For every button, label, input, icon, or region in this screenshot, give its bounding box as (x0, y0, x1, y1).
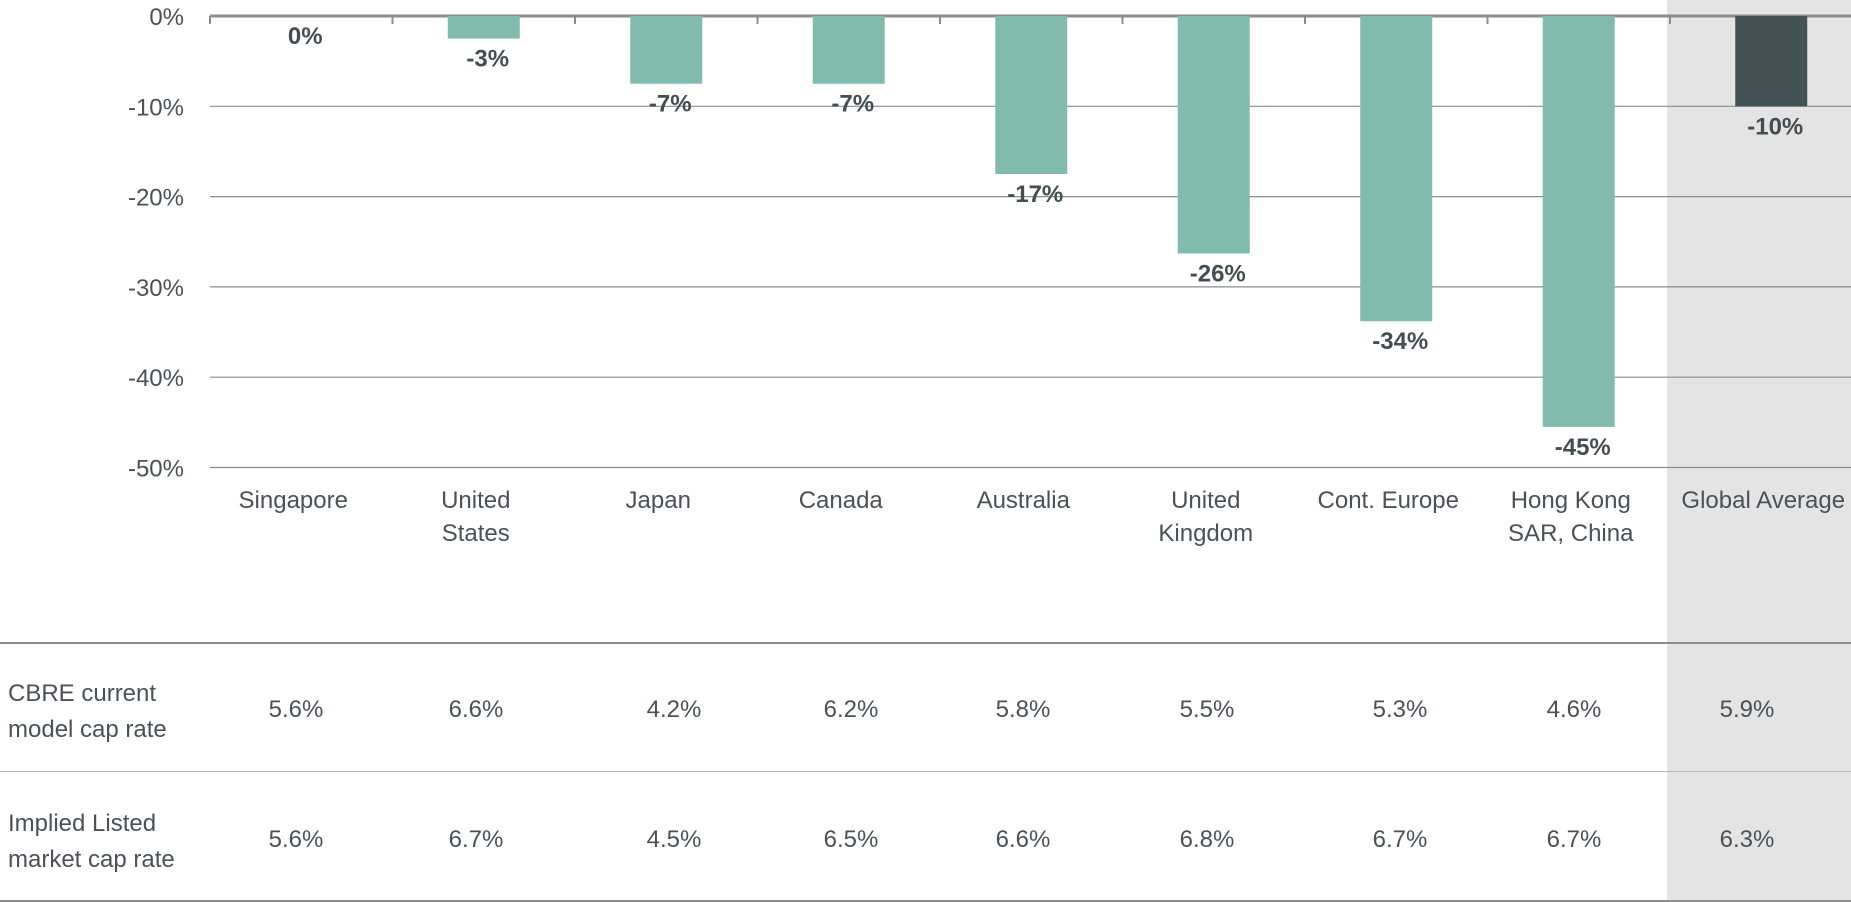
table-cell: 5.9% (1719, 696, 1775, 723)
category-label: Hong Kong SAR, China (1480, 484, 1662, 550)
y-tick-label: -10% (128, 94, 184, 121)
category-label-line: States (441, 520, 510, 547)
bar-cont-europe (1360, 16, 1433, 322)
table-row-divider (0, 771, 1851, 772)
category-label-line: Singapore (238, 487, 348, 514)
table-cell: 4.6% (1546, 696, 1602, 723)
category-label-line: Canada (798, 487, 883, 514)
category-label: Cont. Europe (1297, 484, 1479, 517)
table-row-label: CBRE current model cap rate (8, 676, 208, 748)
category-label: Canada (750, 484, 932, 517)
category-label: United States (385, 484, 567, 550)
y-tick-label: -20% (128, 185, 184, 212)
table-top-rule (0, 642, 1851, 644)
bar-chart: 0% -10% -20% -30% -40% -50% 0% -3% -7% -7% -17% -26… (128, 4, 1851, 483)
bar-united-states (447, 16, 520, 39)
category-label: Japan (567, 484, 749, 517)
category-label: Singapore (202, 484, 384, 517)
table-cell: 5.8% (995, 696, 1051, 723)
bar-global-average (1735, 16, 1808, 107)
y-tick-label: 0% (149, 4, 184, 31)
category-label-line: Global Average (1681, 487, 1846, 514)
category-label-line: Kingdom (1158, 520, 1254, 547)
bar-united-kingdom (1177, 16, 1250, 254)
table-cell: 6.6% (448, 696, 504, 723)
category-label-line: Hong Kong (1510, 487, 1631, 514)
table-cell: 6.8% (1179, 826, 1235, 853)
data-label: -3% (466, 46, 509, 73)
highlight-background-global-average (1667, 0, 1851, 902)
bar-australia (995, 16, 1068, 175)
table-cell: 4.5% (646, 826, 702, 853)
y-tick-label: -40% (128, 365, 184, 392)
category-label: Australia (932, 484, 1114, 517)
category-label-line: SAR, China (1508, 520, 1634, 547)
y-tick-label: -50% (128, 456, 184, 483)
y-tick-label: -30% (128, 275, 184, 302)
table-cell: 5.5% (1179, 696, 1235, 723)
data-label: -17% (1007, 181, 1063, 208)
data-label: -26% (1190, 260, 1246, 287)
category-label: United Kingdom (1115, 484, 1297, 550)
data-label: -45% (1555, 434, 1611, 461)
table-cell: 6.2% (823, 696, 879, 723)
data-label: -34% (1372, 328, 1428, 355)
table-cell: 6.7% (1372, 826, 1428, 853)
table-cell: 6.3% (1719, 826, 1775, 853)
category-label-line: Australia (976, 487, 1070, 514)
table-row-label-line: Implied Listed (8, 810, 157, 837)
bar-hong-kong-sar-china (1542, 16, 1615, 427)
table-cell: 6.5% (823, 826, 879, 853)
table-cell: 5.6% (268, 826, 324, 853)
table-cell: 5.3% (1372, 696, 1428, 723)
table-row-label-line: market cap rate (8, 846, 175, 873)
category-label-line: Cont. Europe (1317, 487, 1459, 514)
bar-canada (812, 16, 885, 84)
data-label: -7% (831, 91, 874, 118)
bar-japan (630, 16, 703, 84)
category-label-line: United (441, 487, 511, 514)
table-cell: 6.7% (1546, 826, 1602, 853)
table-row-label-line: CBRE current (8, 680, 157, 707)
data-label: -7% (649, 91, 692, 118)
table-bottom-rule (0, 900, 1851, 902)
table-row-label: Implied Listed market cap rate (8, 806, 208, 878)
data-label: -10% (1747, 113, 1803, 140)
category-label: Global Average (1672, 484, 1851, 517)
table-row-label-line: model cap rate (8, 716, 167, 743)
category-label-line: Japan (625, 487, 691, 514)
table-cell: 6.6% (995, 826, 1051, 853)
category-label-line: United (1171, 487, 1241, 514)
data-label: 0% (288, 23, 323, 50)
table-cell: 6.7% (448, 826, 504, 853)
table-cell: 5.6% (268, 696, 324, 723)
table-cell: 4.2% (646, 696, 702, 723)
